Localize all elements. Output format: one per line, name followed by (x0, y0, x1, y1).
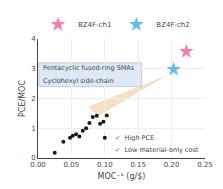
svg-text:0: 0 (31, 154, 35, 162)
svg-text:✓ High PCE: ✓ High PCE (115, 134, 154, 142)
svg-text:3: 3 (31, 65, 35, 73)
svg-text:4: 4 (31, 35, 36, 43)
svg-text:PCE/MOC: PCE/MOC (18, 80, 27, 117)
svg-text:✓ Low material-only cost: ✓ Low material-only cost (115, 146, 199, 154)
svg-text:0.25: 0.25 (197, 161, 213, 169)
svg-text:0.10: 0.10 (97, 161, 113, 169)
svg-text:Cyclohexyl side-chain: Cyclohexyl side-chain (43, 77, 114, 85)
svg-text:Pentacyclic fused-ring SMAs: Pentacyclic fused-ring SMAs (43, 64, 135, 72)
svg-text:BZ4F-ch2: BZ4F-ch2 (156, 21, 189, 29)
svg-text:0.20: 0.20 (164, 161, 180, 169)
svg-text:1: 1 (31, 125, 35, 133)
svg-text:0.15: 0.15 (130, 161, 146, 169)
svg-text:0.05: 0.05 (64, 161, 80, 169)
svg-text:BZ4F-ch1: BZ4F-ch1 (78, 21, 111, 29)
svg-text:2: 2 (31, 95, 35, 103)
svg-text:MOC⁻¹ (g/$): MOC⁻¹ (g/$) (98, 172, 146, 181)
svg-text:0.00: 0.00 (30, 161, 46, 169)
